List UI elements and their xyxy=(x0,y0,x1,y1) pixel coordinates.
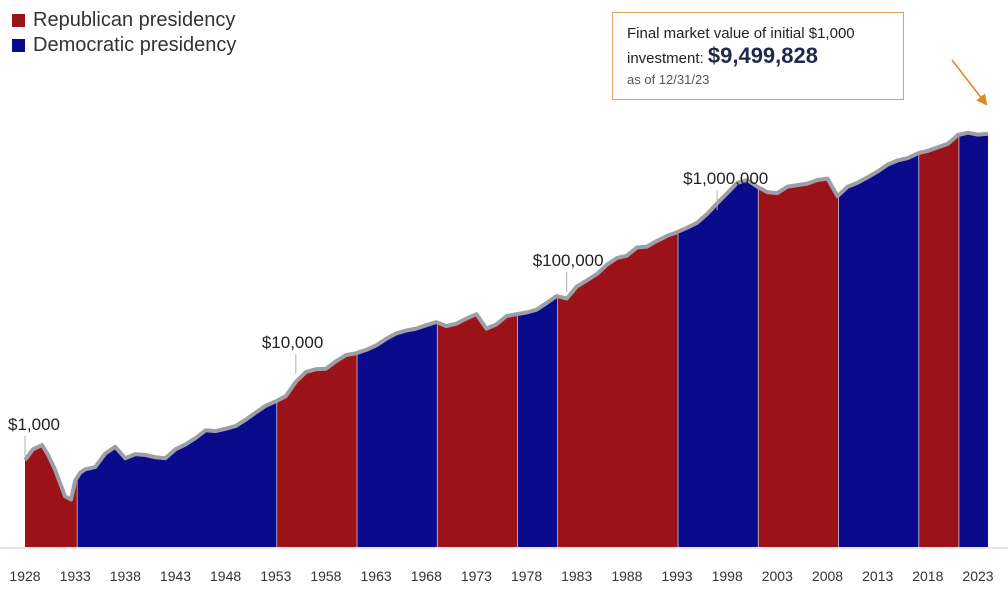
x-tick-label: 2018 xyxy=(912,568,943,584)
presidency-band-democratic xyxy=(838,132,919,547)
callout-date: as of 12/31/23 xyxy=(627,72,710,87)
value-line xyxy=(23,130,989,502)
presidency-band-democratic xyxy=(77,132,277,547)
callout-value: $9,499,828 xyxy=(707,43,818,68)
legend: Republican presidency Democratic preside… xyxy=(12,8,236,58)
legend-item-democratic: Democratic presidency xyxy=(12,33,236,58)
annotation-label: $1,000 xyxy=(8,415,60,434)
callout-line2: investment: $9,499,828 xyxy=(627,45,889,70)
legend-label: Democratic presidency xyxy=(33,34,237,56)
legend-item-republican: Republican presidency xyxy=(12,8,236,33)
x-tick-label: 1988 xyxy=(611,568,642,584)
annotation-label: $10,000 xyxy=(262,333,323,352)
x-tick-label: 1943 xyxy=(160,568,191,584)
x-tick-label: 2013 xyxy=(862,568,893,584)
x-tick-label: 1953 xyxy=(260,568,291,584)
annotation-label: $1,000,000 xyxy=(683,169,768,188)
callout-prefix: investment: xyxy=(627,50,708,67)
x-tick-label: 1933 xyxy=(60,568,91,584)
legend-label: Republican presidency xyxy=(33,9,236,31)
x-tick-label: 2023 xyxy=(962,568,993,584)
presidency-band-democratic xyxy=(517,132,558,547)
x-tick-label: 1993 xyxy=(661,568,692,584)
x-tick-label: 1973 xyxy=(461,568,492,584)
x-tick-label: 1963 xyxy=(361,568,392,584)
x-tick-label: 1958 xyxy=(310,568,341,584)
x-tick-label: 1938 xyxy=(110,568,141,584)
presidency-band-democratic xyxy=(958,132,988,547)
legend-swatch-democratic xyxy=(12,39,25,52)
presidency-band-republican xyxy=(437,132,518,547)
x-tick-label: 1998 xyxy=(712,568,743,584)
final-value-callout: Final market value of initial $1,000 inv… xyxy=(612,12,904,100)
callout-arrow xyxy=(951,59,988,106)
presidency-band-republican xyxy=(758,132,839,547)
presidency-band-republican xyxy=(918,132,959,547)
x-tick-label: 2008 xyxy=(812,568,843,584)
x-tick-label: 2003 xyxy=(762,568,793,584)
presidency-band-democratic xyxy=(357,132,438,547)
legend-swatch-republican xyxy=(12,14,25,27)
annotation-label: $100,000 xyxy=(533,251,604,270)
x-tick-label: 1928 xyxy=(9,568,40,584)
x-tick-label: 1968 xyxy=(411,568,442,584)
presidency-band-republican xyxy=(276,132,358,547)
callout-line1: Final market value of initial $1,000 xyxy=(627,25,855,42)
x-tick-label: 1978 xyxy=(511,568,542,584)
x-tick-label: 1983 xyxy=(561,568,592,584)
x-tick-label: 1948 xyxy=(210,568,241,584)
